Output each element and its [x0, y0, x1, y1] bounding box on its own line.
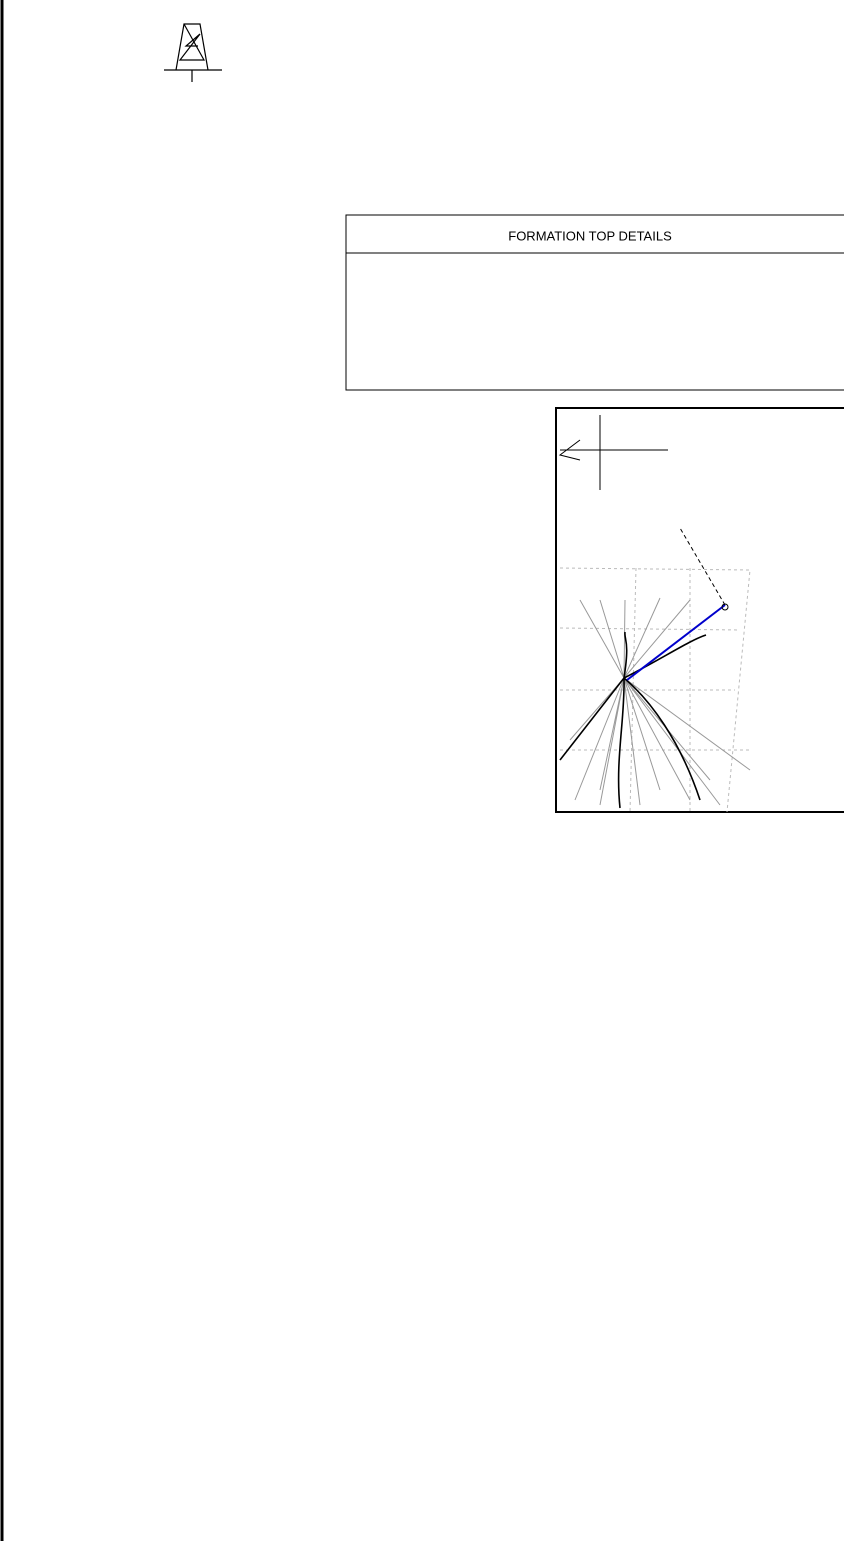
table-box [345, 214, 844, 391]
inset-plan-view [555, 407, 844, 813]
info-bg [440, 0, 844, 182]
inset-box [555, 407, 844, 813]
table-title: FORMATION TOP DETAILS [508, 228, 672, 243]
formation-table: FORMATION TOP DETAILS [345, 214, 844, 391]
rig-icon [164, 23, 222, 82]
